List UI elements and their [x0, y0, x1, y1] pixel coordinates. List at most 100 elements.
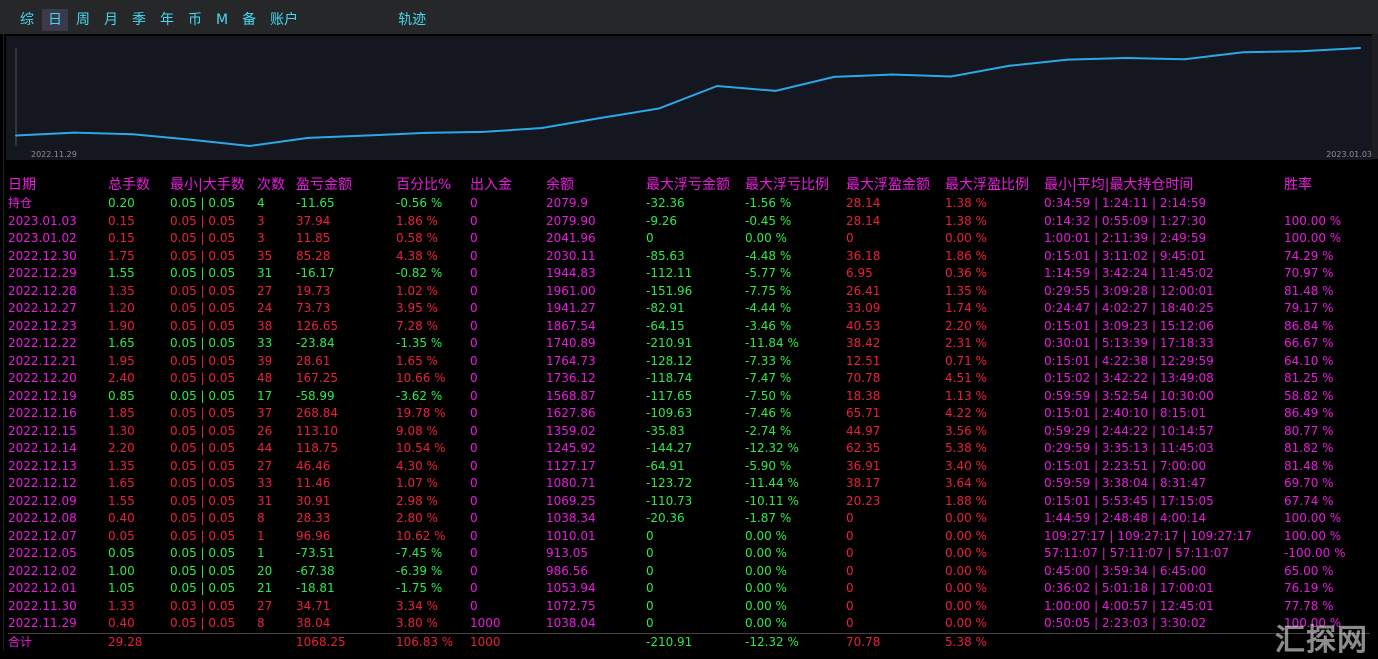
- cell-pnl: -67.38: [296, 563, 335, 578]
- tab-3[interactable]: 月: [104, 12, 118, 28]
- header-count[interactable]: 次数: [257, 177, 285, 193]
- cell-count: 8: [257, 511, 265, 525]
- table-row[interactable]: 2022.12.02 1.00 0.05 | 0.05 20 -67.38 -6.39 %…: [8, 563, 1370, 581]
- table-row[interactable]: 2022.12.30 1.75 0.05 | 0.05 35 85.28 4.38 % 0 2…: [8, 248, 1370, 266]
- header-mflp[interactable]: 最大浮亏比例: [745, 177, 829, 193]
- cell-bal: 1069.25: [546, 493, 596, 508]
- header-date[interactable]: 日期: [8, 177, 36, 193]
- tab-10[interactable]: 轨迹: [398, 12, 427, 28]
- cell-win: 79.17 %: [1284, 301, 1334, 315]
- table-row[interactable]: 2022.12.07 0.05 0.05 | 0.05 1 96.96 10.62 % 0 1…: [8, 528, 1370, 546]
- tab-6[interactable]: 币: [188, 12, 202, 28]
- header-pnl[interactable]: 盈亏金额: [296, 177, 352, 193]
- cell-pct: 10.54 %: [396, 441, 446, 455]
- cell-bal: 1038.34: [546, 511, 596, 525]
- tab-8[interactable]: 备: [242, 12, 257, 28]
- table-row[interactable]: 2023.01.02 0.15 0.05 | 0.05 3 11.85 0.58 % 0 20…: [8, 230, 1370, 248]
- cell-count: 48: [257, 371, 273, 385]
- table-row[interactable]: 2022.11.29 0.40 0.05 | 0.05 8 38.04 3.80 % 100…: [8, 615, 1370, 633]
- cell-mflp: 0.00 %: [745, 546, 787, 560]
- cell-mfpp: 1.74 %: [945, 301, 987, 315]
- cell-pnl: -23.84: [296, 336, 335, 350]
- table-row[interactable]: 2022.12.20 2.40 0.05 | 0.05 48 167.25 10.66 %…: [8, 370, 1370, 388]
- equity-point: [1183, 58, 1186, 61]
- header-mfp[interactable]: 最大浮盈金额: [846, 177, 930, 193]
- cell-date: 2022.12.14: [8, 441, 77, 455]
- cell-minmax: 0.05 | 0.05: [170, 528, 236, 543]
- tab-0[interactable]: 综: [20, 12, 34, 28]
- table-row[interactable]: 2022.12.15 1.30 0.05 | 0.05 26 113.10 9.08 % 0…: [8, 423, 1370, 441]
- tab-1[interactable]: 日: [42, 9, 68, 31]
- cell-pct: -7.45 %: [396, 546, 443, 560]
- cell-lots: 0.05: [108, 546, 135, 560]
- table-row[interactable]: 2022.12.09 1.55 0.05 | 0.05 31 30.91 2.98 % 0 1…: [8, 493, 1370, 511]
- cell-mflp: -11.44 %: [745, 476, 799, 490]
- header-minmax[interactable]: 最小|大手数: [170, 177, 245, 193]
- table-row[interactable]: 2022.12.21 1.95 0.05 | 0.05 39 28.61 1.65 % 0 1…: [8, 353, 1370, 371]
- equity-curve-chart: 2022.11.29 2023.01.03: [6, 36, 1372, 160]
- table-row[interactable]: 2022.12.28 1.35 0.05 | 0.05 27 19.73 1.02 % 0 1…: [8, 283, 1370, 301]
- table-row[interactable]: 2022.11.30 1.33 0.03 | 0.05 27 34.71 3.34 % 0 1…: [8, 598, 1370, 616]
- tab-9[interactable]: 账户: [270, 12, 299, 28]
- cell-mfpp: 0.00 %: [945, 528, 987, 543]
- cell-pct: 3.80 %: [396, 616, 438, 630]
- cell-pnl: -73.51: [296, 546, 335, 560]
- chart-scrollbar[interactable]: [1372, 34, 1378, 159]
- total-row: 合计 29.28 1068.25 106.83 % 1000 -210.91 -12.32 …: [8, 632, 1370, 652]
- cell-count: 4: [257, 196, 265, 210]
- x-axis-start-label: 2022.11.29: [31, 150, 77, 159]
- cell-mfl: -35.83: [646, 423, 685, 438]
- cell-bal: 1038.04: [546, 616, 596, 630]
- cell-mfl: 0: [646, 598, 654, 613]
- header-mfpp[interactable]: 最大浮盈比例: [945, 177, 1029, 193]
- tab-7[interactable]: M: [216, 12, 229, 28]
- table-row[interactable]: 2022.12.27 1.20 0.05 | 0.05 24 73.73 3.95 % 0 1…: [8, 300, 1370, 318]
- table-row[interactable]: 2022.12.12 1.65 0.05 | 0.05 33 11.46 1.07 % 0 1…: [8, 475, 1370, 493]
- cell-bal: 1941.27: [546, 301, 596, 315]
- cell-lots: 1.35: [108, 283, 135, 298]
- header-bal[interactable]: 余额: [546, 177, 574, 193]
- header-pct[interactable]: 百分比%: [396, 177, 452, 193]
- cell-mfl: -9.26: [646, 213, 678, 228]
- cell-date: 2022.11.29: [8, 616, 77, 630]
- cell-mflp: -11.84 %: [745, 336, 799, 350]
- table-row[interactable]: 2022.12.05 0.05 0.05 | 0.05 1 -73.51 -7.45 % 0…: [8, 545, 1370, 563]
- table-row[interactable]: 2022.12.13 1.35 0.05 | 0.05 27 46.46 4.30 % 0 1…: [8, 458, 1370, 476]
- header-io[interactable]: 出入金: [470, 177, 512, 193]
- table-row[interactable]: 2022.12.16 1.85 0.05 | 0.05 37 268.84 19.78 %…: [8, 405, 1370, 423]
- header-win[interactable]: 胜率: [1284, 177, 1312, 193]
- tab-5[interactable]: 年: [160, 12, 174, 28]
- table-row[interactable]: 2022.12.01 1.05 0.05 | 0.05 21 -18.81 -1.75 %…: [8, 580, 1370, 598]
- cell-mfl: -151.96: [646, 283, 693, 298]
- table-row[interactable]: 2022.12.19 0.85 0.05 | 0.05 17 -58.99 -3.62 %…: [8, 388, 1370, 406]
- header-mfl[interactable]: 最大浮亏金额: [646, 177, 730, 193]
- table-row[interactable]: 2022.12.08 0.40 0.05 | 0.05 8 28.33 2.80 % 0 10…: [8, 510, 1370, 528]
- cell-io: 0: [470, 546, 478, 560]
- tab-4[interactable]: 季: [132, 12, 146, 28]
- header-time[interactable]: 最小|平均|最大持仓时间: [1044, 177, 1194, 193]
- cell-io: 1000: [470, 616, 501, 630]
- table-row[interactable]: 持仓 0.20 0.05 | 0.05 4 -11.65 -0.56 % 0 2079.9 -3…: [8, 195, 1370, 213]
- cell-bal: 2079.90: [546, 213, 596, 228]
- cell-time: 0:15:01 | 4:22:38 | 12:29:59: [1044, 353, 1214, 368]
- table-row[interactable]: 2022.12.14 2.20 0.05 | 0.05 44 118.75 10.54 %…: [8, 440, 1370, 458]
- cell-mfp: 0: [846, 598, 854, 613]
- cell-pct: -3.62 %: [396, 388, 443, 403]
- header-lots[interactable]: 总手数: [108, 177, 150, 193]
- table-row[interactable]: 2022.12.22 1.65 0.05 | 0.05 33 -23.84 -1.35 %…: [8, 335, 1370, 353]
- cell-minmax: 0.05 | 0.05: [170, 406, 236, 420]
- cell-date: 2023.01.02: [8, 231, 77, 245]
- equity-point: [1300, 50, 1303, 53]
- table-row[interactable]: 2022.12.23 1.90 0.05 | 0.05 38 126.65 7.28 % 0…: [8, 318, 1370, 336]
- tab-2[interactable]: 周: [76, 12, 90, 28]
- cell-pnl: 28.61: [296, 353, 331, 368]
- cell-pct: -0.82 %: [396, 266, 443, 280]
- cell-win: 100.00 %: [1284, 616, 1342, 630]
- cell-count: 3: [257, 231, 265, 245]
- cell-mfp: 28.14: [846, 196, 881, 210]
- cell-count: 27: [257, 458, 273, 473]
- table-row[interactable]: 2023.01.03 0.15 0.05 | 0.05 3 37.94 1.86 % 0 20…: [8, 213, 1370, 231]
- cell-mfpp: 1.38 %: [945, 196, 987, 210]
- cell-pnl: -58.99: [296, 388, 335, 403]
- table-row[interactable]: 2022.12.29 1.55 0.05 | 0.05 31 -16.17 -0.82 %…: [8, 265, 1370, 283]
